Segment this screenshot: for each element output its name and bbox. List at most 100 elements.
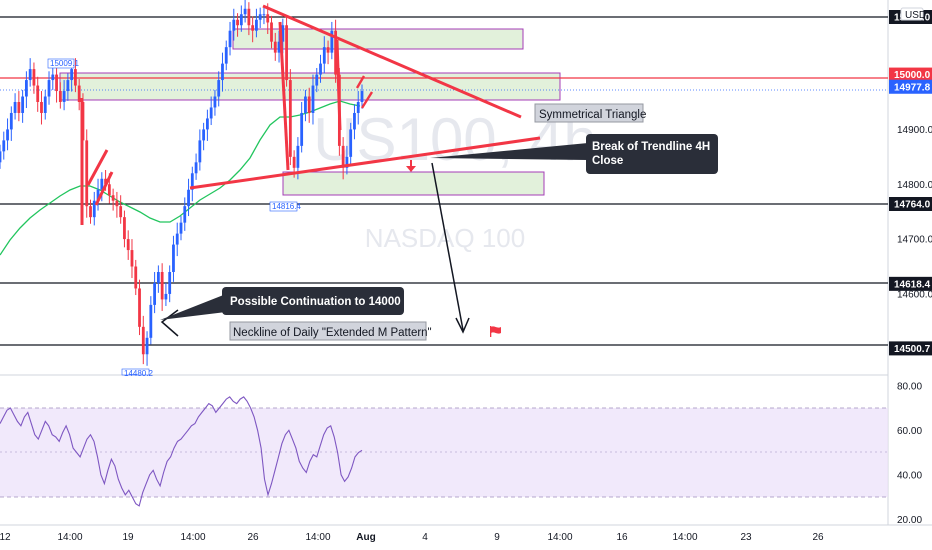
candle-body: [262, 14, 266, 16]
rsi-tick-label: 20.00: [897, 515, 922, 526]
candle-body: [119, 206, 123, 218]
candle-body: [202, 129, 206, 141]
candle-body: [315, 74, 319, 86]
svg-text:15009.1: 15009.1: [50, 59, 79, 68]
rsi-tick-label: 40.00: [897, 470, 922, 481]
candle-body: [307, 96, 311, 113]
supply-zone-upper: [232, 28, 524, 50]
rsi-band: [0, 408, 888, 497]
rsi-tick-label: 80.00: [897, 381, 922, 392]
time-tick-label: 14:00: [305, 532, 330, 543]
price-tick-label: 14900.0: [897, 125, 932, 136]
candle-body: [149, 304, 153, 338]
candle-body: [89, 206, 92, 218]
candle-body: [0, 151, 2, 163]
candle-body: [345, 156, 349, 168]
price-tag-label: 14977.8: [894, 82, 931, 93]
candle-body: [92, 200, 96, 218]
candle-body: [296, 145, 300, 168]
candle-body: [40, 102, 43, 113]
swing-line-d: [278, 21, 290, 171]
candle-body: [334, 30, 338, 75]
candle-body: [168, 272, 172, 294]
candle-body: [62, 91, 66, 102]
time-tick-label: 26: [247, 532, 259, 543]
candle-body: [36, 85, 40, 102]
candle-body: [6, 129, 9, 141]
price-tag-label: 15000.0: [894, 70, 931, 81]
candle-body: [179, 222, 183, 234]
candle-body: [288, 80, 292, 157]
svg-text:USD: USD: [905, 10, 926, 21]
candle-body: [24, 80, 28, 97]
swing-line-c: [94, 171, 114, 206]
projection-arrow-head: [455, 317, 470, 334]
time-tick-label: 19: [122, 532, 134, 543]
candle-body: [100, 178, 104, 190]
svg-text:14816.4: 14816.4: [272, 202, 301, 211]
candle-body: [255, 19, 258, 31]
candle-body: [236, 19, 239, 26]
candle-body: [217, 80, 221, 97]
candle-body: [205, 118, 209, 130]
candle-body: [270, 22, 273, 42]
svg-text:Neckline of Daily "Extended M: Neckline of Daily "Extended M Pattern": [233, 327, 432, 339]
candle-body: [349, 129, 353, 157]
price-tag-bg: [889, 276, 932, 291]
candle-body: [266, 14, 270, 23]
currency-badge[interactable]: USD: [900, 7, 926, 21]
price-tag-bg: [889, 197, 932, 211]
candle-body: [232, 19, 236, 31]
rsi-line: [0, 396, 363, 507]
candle-body: [341, 145, 345, 168]
candle-body: [153, 282, 157, 305]
candle-body: [2, 140, 6, 152]
candle-body: [66, 80, 70, 92]
candle-body: [304, 96, 307, 113]
neckline-label: Neckline of Daily "Extended M Pattern": [229, 321, 432, 341]
candle-body: [141, 326, 145, 355]
break-trendline-callout: Break of Trendline 4H Close: [430, 134, 718, 174]
candle-body: [43, 96, 47, 113]
time-tick-label: Aug: [356, 532, 375, 543]
candle-body: [360, 91, 364, 102]
rsi-axis[interactable]: 80.00 60.00 40.00 20.00: [897, 381, 922, 526]
extreme-label-high: 15009.1: [47, 58, 79, 69]
candle-body: [243, 8, 247, 15]
break-arrow-head: [406, 166, 416, 172]
triangle-upper-trendline: [262, 4, 522, 119]
moving-average-line: [0, 100, 361, 256]
continuation-callout: Possible Continuation to 14000: [160, 287, 404, 320]
flag-icon: [490, 326, 501, 337]
candle-body: [353, 112, 356, 130]
demand-zone: [282, 171, 545, 196]
time-tick-label: 16: [616, 532, 628, 543]
svg-text:Possible Continuation to 14000: Possible Continuation to 14000: [230, 296, 401, 308]
candle-body: [74, 69, 77, 86]
candle-body: [145, 337, 149, 355]
candle-body: [164, 293, 168, 300]
candle-body: [330, 30, 334, 53]
candle-body: [194, 162, 198, 174]
candle-body: [96, 189, 100, 201]
candle-body: [187, 189, 190, 207]
candle-body: [224, 47, 228, 64]
swing-line-b: [86, 149, 109, 186]
candle-body: [115, 200, 119, 207]
candle-body: [300, 112, 304, 146]
price-tag-label: 14500.7: [894, 344, 931, 355]
candle-body: [251, 25, 255, 31]
rsi-tick-label: 60.00: [897, 426, 922, 437]
candle-body: [190, 173, 194, 190]
time-tick-label: 14:00: [547, 532, 572, 543]
candle-body: [213, 96, 217, 108]
svg-text:Symmetrical Triangle: Symmetrical Triangle: [539, 109, 646, 121]
candle-body: [319, 63, 322, 75]
time-tick-label: 12: [0, 532, 11, 543]
time-axis[interactable]: 12 14:00 19 14:00 26 14:00 Aug 4 9 14:00 16 14:00 23…: [0, 532, 824, 543]
candle-body: [77, 85, 81, 102]
svg-text:Break of Trendline 4H: Break of Trendline 4H: [592, 141, 710, 153]
candle-body: [55, 74, 58, 92]
